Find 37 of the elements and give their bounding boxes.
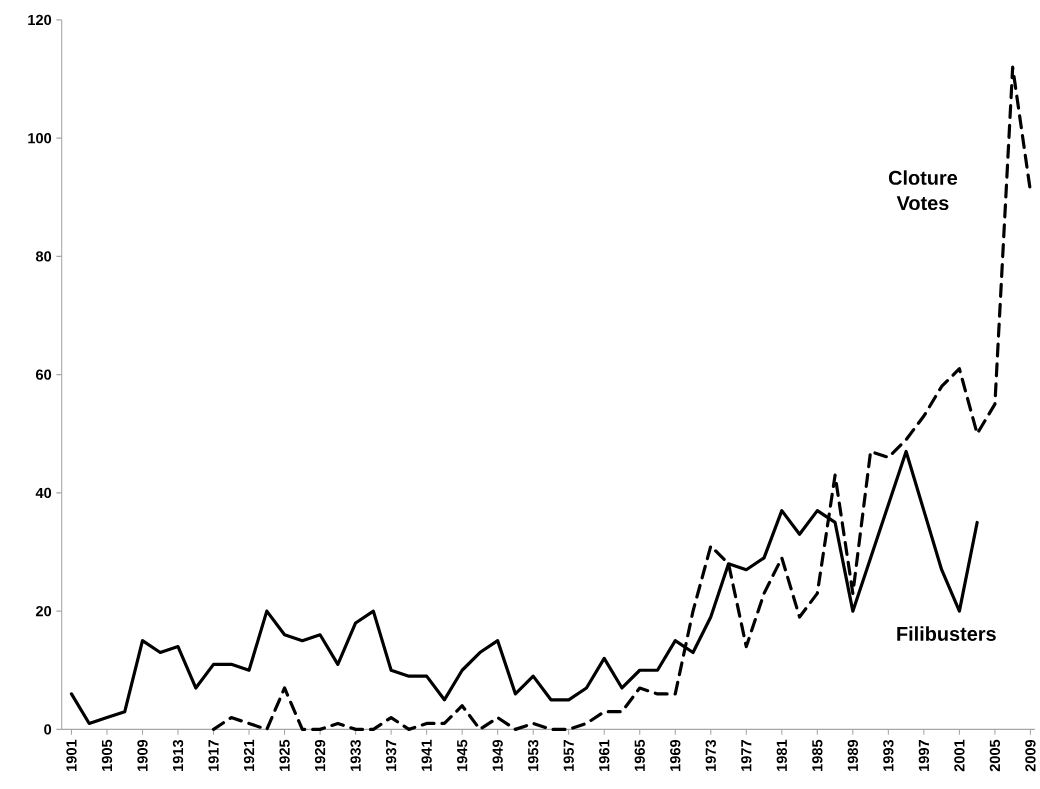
y-tick-label: 100 — [28, 132, 52, 144]
y-tick-label: 40 — [35, 487, 52, 499]
x-tick-label: 1905 — [101, 739, 113, 771]
y-tick-label: 60 — [36, 369, 52, 380]
annotation: Cloture Votes — [888, 170, 958, 211]
x-tick-label: 1961 — [599, 739, 610, 771]
x-tick-label: 1937 — [385, 739, 397, 771]
annotation: Filibusters — [897, 626, 996, 641]
x-tick-label: 1985 — [812, 739, 823, 771]
y-tick-label: 120 — [28, 14, 52, 26]
y-tick-label: 20 — [35, 605, 52, 617]
y-tick-label: 0 — [44, 724, 52, 735]
x-tick-label: 1945 — [457, 739, 468, 771]
x-tick-label: 1969 — [670, 739, 681, 771]
x-tick-label: 1921 — [243, 739, 255, 771]
x-tick-label: 1989 — [847, 739, 859, 771]
x-tick-label: 1949 — [492, 739, 503, 771]
x-tick-label: 1929 — [314, 739, 326, 771]
x-tick-label: 2005 — [989, 739, 1001, 772]
x-tick-label: 1917 — [208, 739, 219, 771]
x-tick-label: 1957 — [563, 739, 574, 771]
x-tick-label: 2001 — [954, 739, 965, 772]
x-tick-label: 1941 — [421, 739, 432, 771]
x-tick-label: 1909 — [137, 739, 148, 771]
x-tick-label: 1993 — [883, 739, 894, 771]
x-tick-label: 1933 — [350, 739, 361, 771]
x-tick-label: 1965 — [634, 739, 645, 771]
x-tick-label: 2009 — [1025, 739, 1036, 772]
x-tick-label: 1925 — [279, 739, 290, 771]
x-tick-label: 1981 — [776, 739, 787, 771]
x-tick-label: 1973 — [705, 739, 716, 771]
x-tick-label: 1913 — [172, 739, 184, 771]
x-tick-label: 1977 — [741, 739, 752, 771]
x-tick-label: 1901 — [66, 739, 77, 771]
y-tick-label: 80 — [35, 251, 52, 262]
x-tick-label: 1997 — [918, 739, 930, 771]
x-tick-label: 1953 — [528, 739, 539, 771]
